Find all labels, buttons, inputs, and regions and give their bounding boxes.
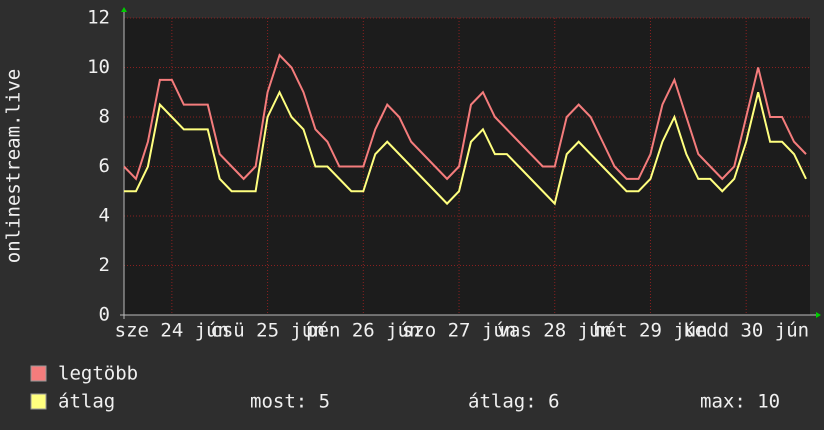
y-axis-label: onlinestream.live [3,69,25,263]
legend-label: átlag [58,391,115,413]
series-line [123,53,807,181]
axis-arrow [121,7,127,12]
stat-label: max: 10 [700,391,780,413]
legend-label: legtöbb [58,363,138,385]
y-tick-label: 0 [99,304,110,326]
y-tick-label: 2 [99,254,110,276]
legend-swatch [30,393,47,410]
y-tick-label: 10 [87,56,110,78]
x-tick-label: sze 24 jún [115,320,229,342]
y-tick-label: 8 [99,106,110,128]
legend-swatch [30,365,47,382]
y-tick-label: 12 [87,7,110,29]
stat-label: átlag: 6 [468,391,560,413]
x-tick-label: pén 26 jún [306,320,420,342]
x-tick-label: vas 28 jún [498,320,612,342]
y-tick-label: 6 [99,155,110,177]
x-tick-label: hét 29 jún [593,320,707,342]
series-line [124,89,807,206]
x-tick-label: csü 25 jún [210,320,324,342]
axis-arrow [816,312,821,318]
x-tick-label: szo 27 jún [402,320,516,342]
y-tick-label: 4 [99,205,110,227]
stat-label: most: 5 [250,391,330,413]
x-tick-label: kedd 30 jún [683,320,809,342]
